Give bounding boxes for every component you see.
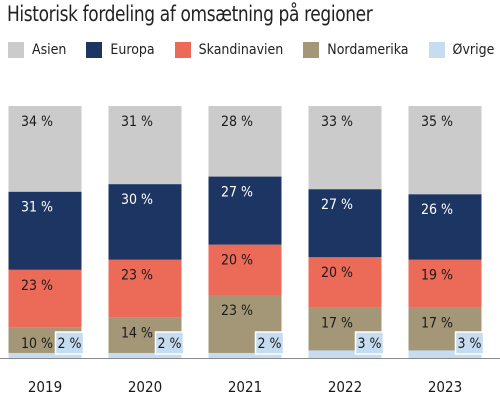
data-label-skandinavien-2022: 20 % (321, 265, 353, 281)
data-label-ovrige-2019: 2 % (58, 336, 82, 352)
legend-label: Skandinavien (198, 42, 284, 58)
x-tick-label-2023: 2023 (428, 378, 462, 396)
callout-box-ovrige-2021 (254, 331, 285, 355)
bar-europa-2020 (108, 184, 182, 260)
data-label-nordamerika-2020: 14 % (121, 326, 153, 342)
bar-europa-2023 (408, 194, 482, 260)
legend-swatch (428, 42, 445, 58)
callout-box-ovrige-2022 (354, 331, 385, 355)
bar-skandinavien-2019 (8, 269, 82, 328)
data-label-europa-2019: 31 % (21, 200, 53, 216)
legend-swatch (86, 42, 103, 58)
callout-box-ovrige-2019 (54, 331, 85, 355)
data-label-asien-2022: 33 % (321, 114, 353, 130)
data-label-skandinavien-2019: 23 % (21, 278, 53, 294)
data-label-asien-2020: 31 % (121, 114, 153, 130)
bar-europa-2022 (308, 189, 382, 258)
data-label-ovrige-2023: 3 % (458, 336, 482, 352)
bar-skandinavien-2023 (408, 259, 482, 308)
data-label-europa-2020: 30 % (121, 192, 153, 208)
data-label-ovrige-2021: 2 % (258, 336, 282, 352)
data-label-nordamerika-2022: 17 % (321, 316, 353, 332)
bar-asien-2021 (208, 106, 282, 177)
x-tick-label-2020: 2020 (128, 378, 162, 396)
bar-asien-2019 (8, 106, 82, 192)
data-label-ovrige-2020: 2 % (158, 336, 182, 352)
data-label-europa-2021: 27 % (221, 185, 253, 201)
data-label-ovrige-2022: 3 % (358, 336, 382, 352)
legend-label: Europa (110, 42, 155, 58)
bar-asien-2022 (308, 106, 382, 190)
chart-title: Historisk fordeling af omsætning på regi… (7, 2, 373, 26)
data-label-asien-2019: 34 % (21, 114, 53, 130)
bar-asien-2020 (108, 106, 182, 185)
bar-europa-2019 (8, 191, 82, 270)
bar-ovrige-2022 (308, 350, 382, 358)
data-label-nordamerika-2019: 10 % (21, 336, 53, 352)
data-label-europa-2023: 26 % (421, 202, 453, 218)
data-label-skandinavien-2020: 23 % (121, 268, 153, 284)
legend-item-skandinavien: Skandinavien (174, 42, 284, 58)
legend-label: Øvrige (452, 42, 495, 58)
legend-item-asien: Asien (8, 42, 66, 58)
legend-item-europa: Europa (86, 42, 155, 58)
data-label-asien-2021: 28 % (221, 114, 253, 130)
data-label-nordamerika-2021: 23 % (221, 303, 253, 319)
data-label-europa-2022: 27 % (321, 197, 353, 213)
data-label-asien-2023: 35 % (421, 114, 453, 130)
bar-skandinavien-2022 (308, 257, 382, 308)
bar-ovrige-2023 (408, 350, 482, 358)
legend-swatch (174, 42, 191, 58)
callout-box-ovrige-2020 (154, 331, 185, 355)
bar-europa-2021 (208, 176, 282, 245)
bar-skandinavien-2020 (108, 259, 182, 318)
bar-ovrige-2021 (208, 352, 282, 358)
legend-item-ovrige: Øvrige (428, 42, 495, 58)
bar-ovrige-2019 (8, 352, 82, 358)
bar-ovrige-2020 (108, 352, 182, 358)
legend: Asien Europa Skandinavien Nordamerika Øvrige (8, 40, 500, 60)
legend-label: Asien (32, 42, 67, 58)
legend-swatch (8, 42, 24, 58)
legend-label: Nordamerika (327, 42, 409, 58)
x-tick-label-2021: 2021 (228, 378, 262, 396)
x-tick-label-2019: 2019 (28, 378, 62, 396)
callout-box-ovrige-2023 (454, 331, 485, 355)
x-tick-label-2022: 2022 (328, 378, 362, 396)
bar-asien-2023 (408, 106, 482, 195)
bar-skandinavien-2021 (208, 244, 282, 295)
data-label-skandinavien-2021: 20 % (221, 253, 253, 269)
legend-swatch (303, 42, 320, 58)
data-label-nordamerika-2023: 17 % (421, 316, 453, 332)
data-label-skandinavien-2023: 19 % (421, 268, 453, 284)
legend-item-nordamerika: Nordamerika (303, 42, 409, 58)
